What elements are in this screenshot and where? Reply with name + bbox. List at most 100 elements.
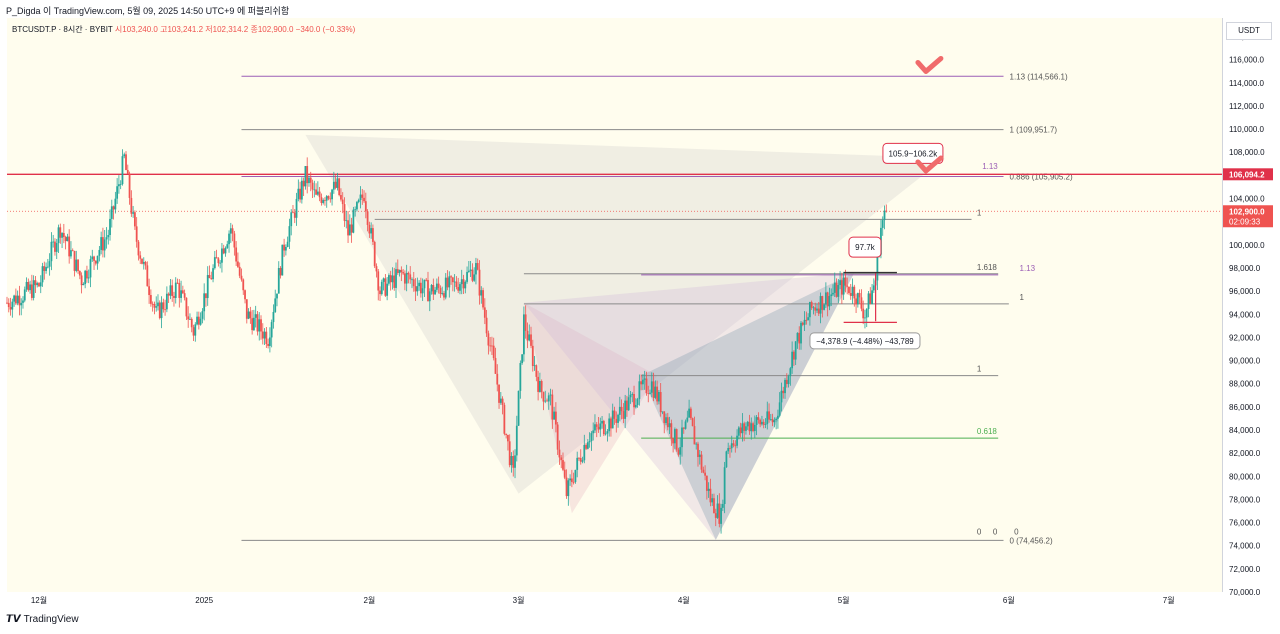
candle-body	[881, 220, 884, 228]
harmonic-pattern-1	[523, 302, 658, 514]
candle-body	[645, 378, 648, 394]
candle-body	[734, 445, 737, 447]
candle-body	[775, 418, 778, 421]
candle-body	[469, 269, 472, 271]
candle-body	[80, 275, 83, 286]
candle-body	[183, 293, 186, 298]
candle-body	[389, 275, 392, 283]
candle-body	[194, 324, 197, 336]
candle-body	[510, 456, 513, 466]
candle-body	[233, 233, 236, 248]
candle-body	[837, 285, 840, 297]
candle-body	[618, 406, 621, 415]
candle-body	[793, 351, 795, 360]
candle-body	[343, 204, 346, 221]
legend-symbol: BTCUSDT.P · 8시간 · BYBIT	[12, 25, 113, 34]
candle-body	[796, 332, 799, 342]
y-tick-label: 96,000.0	[1229, 287, 1261, 296]
candle-body	[496, 373, 499, 385]
candle-body	[840, 280, 843, 295]
candle-body	[254, 314, 257, 318]
current-price-tag	[1223, 205, 1273, 228]
candle-body	[658, 392, 660, 402]
candle-body	[643, 378, 646, 380]
candle-body	[249, 311, 252, 319]
candle-body	[89, 259, 92, 278]
currency-button[interactable]: USDT	[1226, 22, 1272, 40]
candle-body	[730, 443, 733, 449]
candle-body	[530, 334, 532, 346]
candle-body	[803, 319, 806, 325]
candle-body	[700, 454, 703, 470]
candle-body	[707, 488, 710, 491]
candle-body	[309, 177, 312, 183]
candle-body	[253, 317, 255, 331]
candle-body	[112, 206, 115, 210]
candle-body	[221, 248, 223, 263]
candle-body	[123, 154, 126, 157]
candle-body	[439, 287, 442, 294]
candle-body	[226, 244, 229, 248]
price-axis[interactable]	[1222, 18, 1275, 592]
candle-body	[279, 268, 282, 276]
candle-body	[16, 295, 19, 304]
candle-body	[370, 228, 373, 234]
candle-body	[588, 441, 591, 443]
check-icon	[915, 55, 944, 74]
candle-body	[567, 480, 570, 497]
candle-body	[711, 498, 714, 503]
candle-body	[231, 228, 234, 234]
candle-body	[258, 319, 261, 332]
candle-body	[610, 418, 612, 429]
candle-body	[460, 279, 463, 285]
candle-body	[844, 277, 847, 286]
candle-body	[256, 314, 259, 332]
y-tick-label: 114,000.0	[1229, 79, 1265, 88]
candle-body	[535, 365, 538, 377]
candle-body	[237, 261, 239, 267]
candle-body	[558, 449, 561, 458]
candle-body	[542, 392, 545, 402]
candle-body	[613, 410, 616, 419]
candle-body	[64, 237, 67, 242]
candle-body	[579, 458, 582, 462]
candle-body	[768, 411, 770, 420]
candle-body	[649, 392, 651, 394]
candle-body	[217, 258, 220, 264]
candle-body	[366, 211, 369, 225]
candle-body	[36, 283, 39, 286]
candle-body	[471, 269, 474, 281]
y-tick-label: 108,000.0	[1229, 148, 1265, 157]
candle-body	[828, 296, 831, 307]
candle-body	[329, 198, 332, 200]
harmonic-pattern-0	[305, 134, 945, 494]
candle-body	[283, 244, 286, 251]
resistance-price-label: 106,094.2	[1229, 170, 1265, 179]
candle-body	[149, 295, 152, 304]
candle-body	[666, 417, 669, 428]
candle-body	[572, 481, 575, 483]
candle-body	[570, 478, 573, 482]
candle-body	[652, 381, 655, 398]
candle-body	[126, 169, 129, 174]
candle-body	[235, 247, 238, 262]
time-axis[interactable]	[7, 592, 1222, 610]
candle-body	[210, 278, 213, 280]
candle-body	[476, 263, 479, 270]
candle-body	[423, 279, 426, 289]
chart-plot-area[interactable]	[7, 18, 1222, 592]
candle-body	[498, 384, 500, 403]
candle-body	[569, 478, 571, 481]
candle-body	[865, 308, 868, 318]
candle-body	[812, 307, 815, 309]
candle-body	[489, 345, 492, 347]
candle-body	[832, 292, 834, 295]
candle-body	[391, 275, 394, 283]
callout-target-text: 105.9~106.2k	[889, 149, 939, 158]
x-tick-label: 3월	[513, 595, 525, 605]
candle-body	[173, 295, 175, 298]
candle-body	[563, 469, 566, 478]
candle-body	[869, 293, 872, 304]
candle-body	[826, 292, 829, 307]
candle-body	[46, 266, 49, 268]
